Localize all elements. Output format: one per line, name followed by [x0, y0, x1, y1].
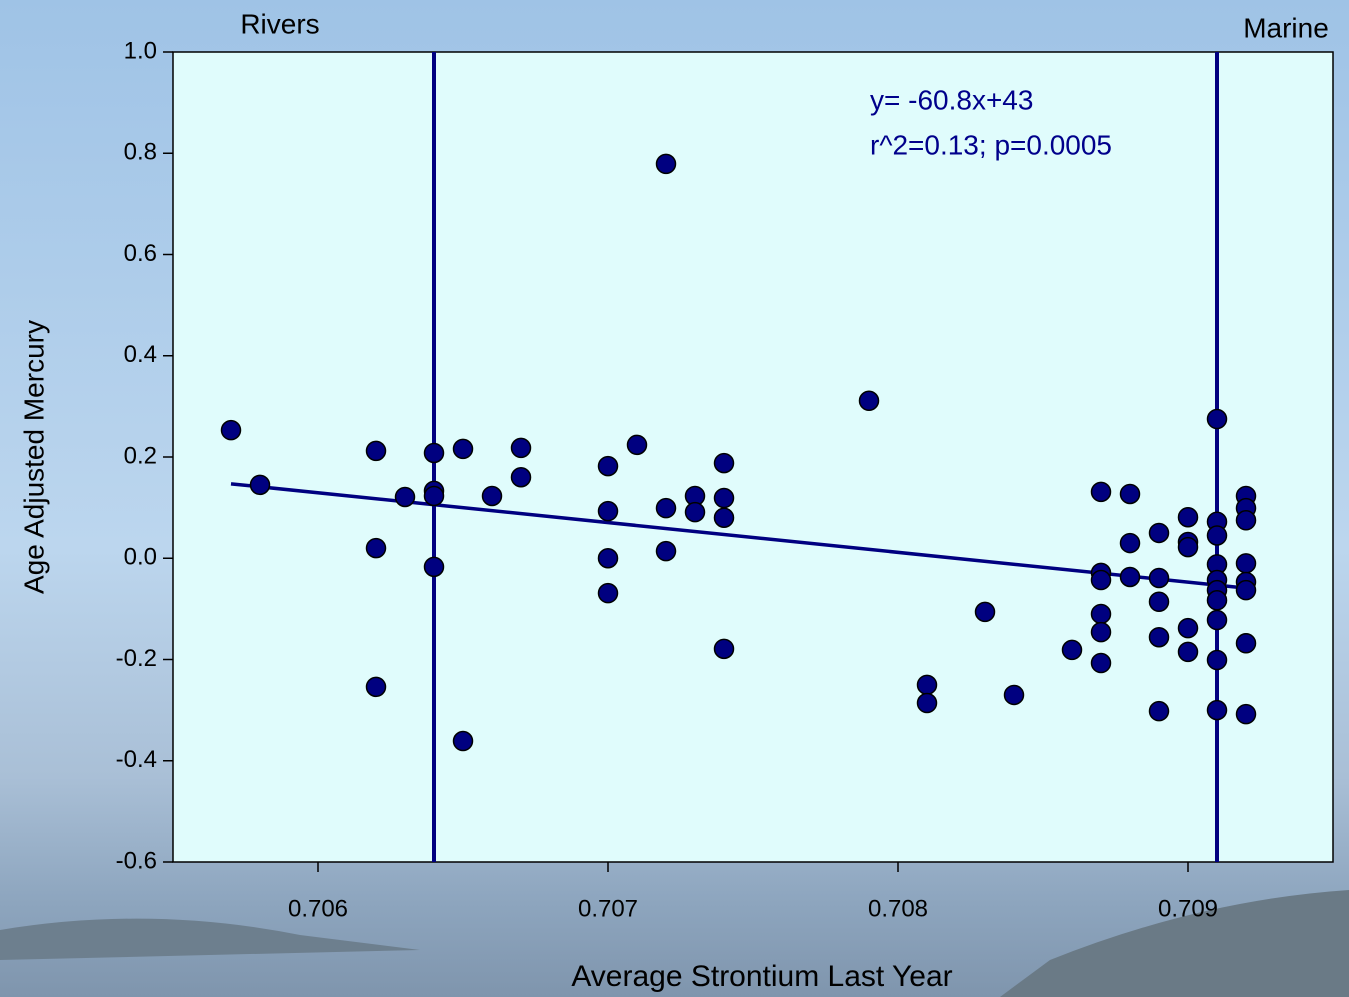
point: [1090, 569, 1112, 591]
point: [597, 582, 619, 604]
point: [1090, 652, 1112, 674]
point: [1090, 621, 1112, 643]
point: [597, 455, 619, 477]
point: [1148, 522, 1170, 544]
plot: -0.6 -0.4 -0.2 0.0 0.2 0.4 0.6 0.8 1.0 0.706 0.707…: [116, 37, 1334, 922]
point: [1061, 639, 1083, 661]
y-axis-title: Age Adjusted Mercury: [18, 320, 49, 594]
x-tick-label: 0.709: [1158, 895, 1218, 922]
point: [1090, 603, 1112, 625]
point: [597, 500, 619, 522]
point: [1148, 567, 1170, 589]
point: [394, 486, 416, 508]
point: [1148, 700, 1170, 722]
point: [655, 540, 677, 562]
point: [1235, 633, 1257, 654]
point: [452, 438, 474, 460]
point: [713, 487, 735, 509]
point: [1177, 641, 1199, 663]
point: [1206, 525, 1228, 546]
point: [1119, 483, 1141, 505]
point: [858, 390, 880, 412]
point: [684, 501, 706, 523]
point: [423, 485, 445, 507]
point: [1206, 590, 1228, 611]
point: [220, 419, 242, 441]
x-tick-label: 0.708: [868, 895, 928, 922]
annotation: r^2=0.13; p=0.0005: [870, 129, 1112, 160]
point: [365, 440, 387, 462]
y-tick-label: -0.4: [116, 746, 157, 773]
point: [510, 467, 532, 488]
point: [1119, 566, 1141, 588]
point: [423, 442, 445, 464]
point: [1119, 532, 1141, 554]
point: [1206, 609, 1228, 631]
y-tick-label: 0.0: [124, 544, 157, 571]
point: [1206, 699, 1228, 721]
point: [1177, 617, 1199, 639]
point: [655, 153, 677, 175]
point: [423, 556, 445, 578]
point: [452, 730, 474, 752]
point: [1090, 481, 1112, 503]
point: [974, 601, 996, 623]
y-tick-label: -0.2: [116, 645, 157, 672]
point: [1206, 408, 1228, 430]
point: [1177, 536, 1199, 558]
background-island: [0, 918, 420, 960]
point: [713, 452, 735, 474]
point: [916, 692, 938, 714]
y-tick-label: 1.0: [124, 37, 157, 64]
point: [249, 474, 271, 496]
background-land: [1000, 890, 1349, 997]
x-tick-label: 0.707: [578, 895, 638, 922]
point: [626, 434, 648, 456]
point: [1235, 553, 1257, 574]
point: [481, 485, 503, 507]
point: [916, 674, 938, 696]
y-tick-label: -0.6: [116, 847, 157, 874]
point: [713, 507, 735, 528]
y-tick-label: 0.6: [124, 240, 157, 267]
x-tick-label: 0.706: [288, 895, 348, 922]
annotation: y= -60.8x+43: [870, 84, 1033, 115]
y-tick-label: 0.8: [124, 139, 157, 166]
point: [1235, 579, 1257, 601]
point: [365, 537, 387, 559]
point: [510, 437, 532, 459]
point: [713, 638, 735, 660]
point: [1177, 506, 1199, 528]
region-label: Marine: [1243, 12, 1329, 43]
point: [1148, 591, 1170, 613]
point: [1003, 684, 1025, 706]
point: [1206, 649, 1228, 671]
point: [655, 497, 677, 519]
region-label: Rivers: [240, 8, 319, 39]
point: [1148, 626, 1170, 648]
plot-area: [172, 51, 1334, 863]
x-axis-title: Average Strontium Last Year: [571, 960, 952, 993]
point: [1235, 510, 1257, 531]
y-tick-label: 0.2: [124, 442, 157, 469]
point: [597, 548, 619, 569]
point: [1235, 703, 1257, 725]
point: [365, 676, 387, 698]
y-tick-label: 0.4: [124, 341, 157, 368]
